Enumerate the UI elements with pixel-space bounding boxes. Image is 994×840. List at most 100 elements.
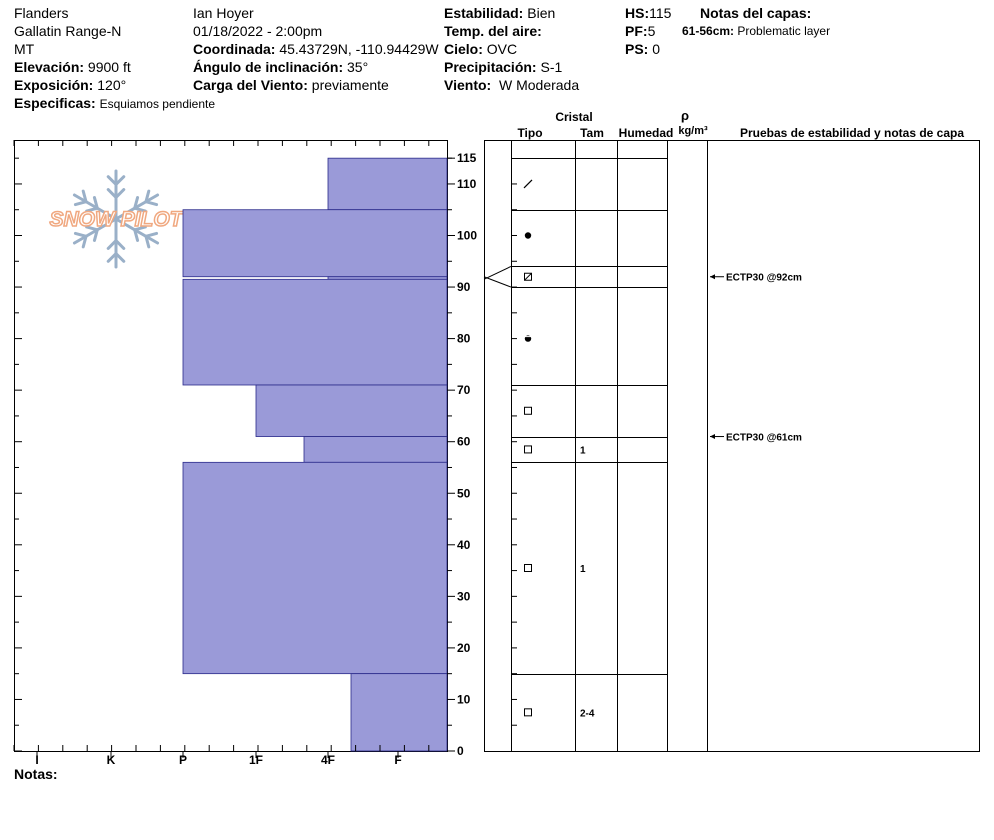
connector-line: [483, 265, 512, 280]
table-frame: [484, 140, 980, 752]
hardness-label: I: [35, 753, 38, 767]
observer: Ian Hoyer: [193, 5, 254, 21]
snowflake-arm: [72, 193, 118, 221]
snowflake-branch: [144, 200, 159, 207]
snowflake-branch: [81, 234, 88, 249]
logo-text: SNOW PILOT: [50, 208, 185, 231]
snowflake-arm: [114, 193, 160, 221]
test-arrow-head: [710, 434, 715, 440]
hardness-label: P: [179, 753, 187, 767]
layer-notes-entry: 61-56cm: Problematic layer: [682, 24, 831, 38]
location-name: Flanders: [14, 5, 69, 21]
depth-tick-label: 10: [457, 692, 471, 706]
crystal-symbol-faceted: [524, 445, 532, 454]
snowflake-branch: [92, 196, 99, 210]
crystal-size-label: 2-4: [580, 708, 595, 719]
cristal-header: Cristal: [555, 110, 592, 124]
hardness-bars: [182, 157, 448, 752]
snowflake-arm: [72, 217, 118, 245]
depth-tick-label: 40: [457, 538, 471, 552]
snowflake-branch: [106, 252, 118, 263]
mountain-range: Gallatin Range-N: [14, 23, 122, 39]
date-time: 01/18/2022 - 2:00pm: [193, 23, 323, 39]
ps-row: PS: 0: [625, 41, 661, 57]
crystal-symbol-faceted-rounded: [524, 272, 532, 281]
snowflake-branch: [106, 188, 118, 199]
hardness-label: 1F: [249, 753, 263, 767]
test-arrow-head: [710, 274, 715, 280]
elevation-row: Elevación: 9900 ft: [14, 59, 131, 75]
snowflake-branch: [106, 175, 118, 186]
tam-header: Tam: [580, 126, 604, 140]
hardness-label: F: [394, 753, 401, 767]
depth-tick-label: 20: [457, 641, 471, 655]
hardness-ticks: [13, 140, 430, 758]
crystal-symbol-precip: [523, 179, 533, 189]
snowflake-branch: [133, 225, 147, 232]
snowflake-branch: [106, 239, 118, 250]
depth-tick-label: 60: [457, 435, 471, 449]
tests-header: Pruebas de estabilidad y notas de capa: [740, 126, 964, 140]
rho-header: ρ: [681, 108, 689, 123]
hardness-bar: [350, 673, 448, 752]
snowflake-branch: [114, 252, 126, 263]
specifics-row: Especificas: Esquiamos pendiente: [14, 95, 216, 111]
incline-row: Ángulo de inclinación: 35°: [193, 59, 369, 75]
snowflake-branch: [133, 228, 140, 242]
hardness-label: 4F: [321, 753, 335, 767]
depth-tick-label: 115: [457, 151, 477, 165]
humedad-header: Humedad: [619, 126, 674, 140]
hardness-label: K: [107, 753, 116, 767]
tipo-header: Tipo: [517, 126, 542, 140]
snowflake-arm: [114, 217, 160, 245]
wind-load-row: Carga del Viento: previamente: [193, 77, 389, 93]
crystal-symbol-faceted: [524, 708, 532, 717]
snowflake-icon: [72, 169, 160, 269]
hardness-bar: [327, 157, 448, 211]
layer-notes-title: Notas del capas:: [700, 5, 812, 21]
snowflake-branch: [144, 189, 151, 204]
header-col1: Flanders Gallatin Range-N MT Elevación: …: [14, 4, 215, 113]
snowflake-branch: [81, 189, 88, 204]
depth-tick-label: 0: [457, 744, 464, 758]
depth-tick-label: 30: [457, 589, 471, 603]
stability-tests: ECTP30 @92cm ECTP30 @61cm: [710, 273, 802, 444]
coordinates-row: Coordinada: 45.43729N, -110.94429W: [193, 41, 439, 57]
layer-table: [483, 140, 980, 752]
crystal-symbol-diagonal: [524, 272, 532, 281]
depth-tick-label: 90: [457, 280, 471, 294]
state: MT: [14, 41, 35, 57]
column-headers: Cristal Tipo Tam Humedad ρ kg/m³ Pruebas…: [517, 108, 964, 140]
connector-line: [483, 276, 512, 288]
snowflake-branch: [85, 206, 99, 213]
crystal-symbols: 1 1 2-4: [523, 179, 595, 719]
crystal-size-label: 1: [580, 445, 586, 456]
wind-row: Viento: W Moderada: [444, 77, 580, 93]
snowflake-branch: [92, 228, 99, 242]
snowflake-branch: [73, 231, 88, 238]
hardness-bar: [255, 384, 448, 437]
snowpilot-logo: SNOW PILOT: [49, 169, 185, 269]
sky-row: Cielo: OVC: [442, 40, 518, 58]
snowflake-branch: [133, 196, 140, 210]
depth-axis: 0 10 20 30 40 50 60 70 80 90 100 110 115: [14, 151, 477, 758]
crystal-symbol-rounded: [524, 232, 532, 239]
depth-tick-label: 50: [457, 486, 471, 500]
depth-tick-label: 70: [457, 383, 471, 397]
snowflake-branch: [85, 225, 99, 232]
crystal-symbol-faceted: [524, 563, 532, 572]
snowflake-branch: [144, 231, 159, 238]
hardness-labels: I K P 1F 4F F: [35, 753, 401, 767]
precip-row: Precipitación: S-1: [444, 59, 563, 75]
crystal-size-label: 1: [580, 564, 586, 575]
depth-tick-label: 110: [457, 177, 477, 191]
hardness-frame: [14, 140, 448, 752]
hardness-bar: [303, 436, 448, 463]
aspect-row: Exposición: 120°: [14, 77, 127, 93]
hs-row: HS:115: [625, 5, 672, 21]
test-label: ECTP30 @61cm: [726, 433, 802, 444]
test-label: ECTP30 @92cm: [726, 273, 802, 284]
air-temp-row: Temp. del aire:: [444, 23, 542, 39]
density-unit-header: kg/m³: [678, 125, 708, 137]
